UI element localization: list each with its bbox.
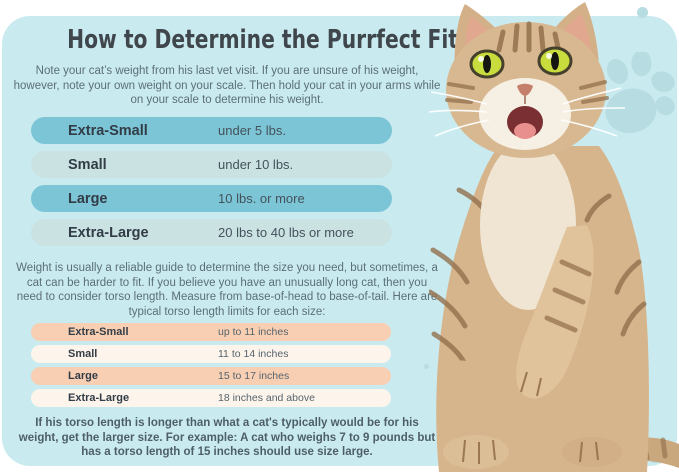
page-title: How to Determine the Purrfect Fit	[12, 24, 458, 56]
size-value: 15 to 17 inches	[218, 370, 290, 382]
torso-row-large: Large 15 to 17 inches	[31, 367, 391, 385]
size-value: up to 11 inches	[218, 326, 289, 338]
footer-note: If his torso length is longer than what …	[18, 417, 436, 459]
weight-row-extra-small: Extra-Small under 5 lbs.	[31, 117, 392, 144]
size-value: 11 to 14 inches	[218, 348, 289, 360]
paw-print-icon	[605, 52, 675, 134]
intro-paragraph: Note your cat’s weight from his last vet…	[13, 65, 441, 107]
size-value: 20 lbs to 40 lbs or more	[218, 225, 354, 240]
weight-row-small: Small under 10 lbs.	[31, 151, 392, 178]
size-label: Large	[68, 190, 108, 207]
torso-row-small: Small 11 to 14 inches	[31, 345, 391, 363]
torso-paragraph: Weight is usually a reliable guide to de…	[16, 262, 438, 318]
weight-row-large: Large 10 lbs. or more	[31, 185, 392, 212]
size-value: under 5 lbs.	[218, 123, 286, 138]
dot-decor	[637, 7, 648, 18]
torso-row-extra-small: Extra-Small up to 11 inches	[31, 323, 391, 341]
tabby-cat-image	[429, 2, 679, 472]
size-label: Extra-Small	[68, 122, 148, 139]
size-value: 10 lbs. or more	[218, 191, 305, 206]
size-label: Large	[68, 370, 98, 382]
torso-row-extra-large: Extra-Large 18 inches and above	[31, 389, 391, 407]
size-value: under 10 lbs.	[218, 157, 294, 172]
size-label: Small	[68, 348, 98, 360]
size-label: Small	[68, 156, 107, 173]
size-label: Extra-Large	[68, 392, 130, 404]
page-title-text: How to Determine the Purrfect Fit	[67, 25, 458, 55]
size-label: Extra-Small	[68, 326, 129, 338]
size-value: 18 inches and above	[218, 392, 315, 404]
weight-size-table: Extra-Small under 5 lbs. Small under 10 …	[31, 117, 392, 253]
torso-length-table: Extra-Small up to 11 inches Small 11 to …	[31, 323, 391, 411]
dot-decor	[424, 364, 429, 369]
weight-row-extra-large: Extra-Large 20 lbs to 40 lbs or more	[31, 219, 392, 246]
size-label: Extra-Large	[68, 224, 149, 241]
